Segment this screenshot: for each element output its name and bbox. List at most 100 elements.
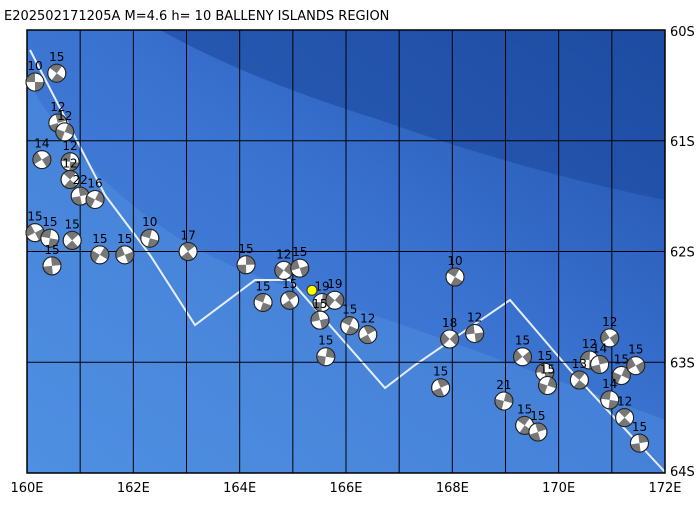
beachball-outline [358,325,378,345]
focal-mechanism: 15 [42,243,62,276]
focal-mechanism: 13 [569,357,589,390]
focal-mechanism: 10 [140,215,160,248]
beachball-outline [340,316,360,336]
depth-label: 15 [433,365,448,379]
depth-label: 10 [447,254,462,268]
compression-quadrant [181,242,196,261]
depth-label: 15 [628,343,643,357]
depth-label: 15 [65,217,80,231]
compression-quadrant [440,332,459,346]
depth-label: 15 [44,243,59,257]
depth-label: 12 [467,310,482,324]
depth-label: 14 [592,341,607,355]
map-frame [26,29,666,474]
depth-label: 16 [87,176,102,190]
focal-mechanism: 15 [316,334,336,367]
depth-label: 15 [238,242,253,256]
depth-label: 15 [312,297,327,311]
depth-label: 14 [602,377,617,391]
depth-label: 15 [117,232,132,246]
focal-mechanism: 14 [590,341,610,374]
compression-quadrant [61,152,79,171]
focal-mechanism: 15 [115,232,135,265]
beachball-outline [280,290,300,310]
depth-label: 12 [62,139,77,153]
focal-mechanism: 15 [280,277,300,310]
compression-quadrant [254,293,272,312]
focal-mechanism: 18 [440,316,460,349]
depth-label: 15 [632,420,647,434]
compression-quadrant [590,355,609,374]
focal-mechanism: 10 [445,254,465,287]
depth-label: 12 [62,157,77,171]
focal-mechanism: 12 [60,157,80,190]
focal-mechanism: 19 [325,277,345,310]
depth-label: 15 [255,279,270,293]
compression-quadrant [274,263,293,278]
x-tick-label: 160E [10,481,43,496]
beachball-outline [629,433,649,453]
compression-quadrant [71,187,89,206]
compression-quadrant [316,347,335,366]
beachball-outline [528,422,548,442]
beachball-outline [40,228,60,248]
y-tick-label: 64S [670,465,695,480]
compression-quadrant [494,392,513,410]
depth-label: 15 [318,334,333,348]
beachball-outline [178,242,198,261]
depth-label: 13 [572,357,587,371]
beachball-outline [290,258,310,278]
depth-label: 15 [92,232,107,246]
focal-mechanism: 15 [62,217,82,250]
compression-quadrant [538,377,557,394]
beachball-outline [140,228,160,248]
depth-label: 12 [617,395,632,409]
compression-quadrant [517,416,532,435]
focal-mechanism: 22 [70,173,90,206]
overlay: 160E 162E 164E 166E 168E 170E 172E 60S 61S 62S 63S… [10,25,694,496]
compression-quadrant [43,256,61,275]
compression-quadrant [49,64,64,83]
x-tick-label: 172E [648,481,681,496]
focal-mechanism: 15 [431,365,451,398]
depth-label: 15 [342,303,357,317]
compression-quadrant [282,291,298,310]
beachball-outline [626,356,646,376]
depth-label: 12 [276,247,291,261]
compression-quadrant [55,123,74,141]
y-tick-label: 62S [670,246,695,261]
depth-label: 15 [27,210,42,224]
focal-mechanism: 15 [40,215,60,248]
compression-quadrant [359,325,376,344]
compression-quadrant [626,357,645,374]
depth-label: 12 [57,109,72,123]
beachball-outline [55,122,75,142]
focal-mechanism: 12 [615,395,635,428]
depth-label: 15 [540,363,555,377]
focal-mechanism: 12 [580,337,600,370]
depth-label: 19 [314,279,329,293]
beachball-outline [513,347,533,367]
beachball-outline [615,408,635,428]
compression-quadrant [290,259,309,277]
focal-mechanism: 17 [178,229,198,261]
beachball-outline [494,391,514,411]
depth-label: 15 [42,215,57,229]
compression-quadrant [341,316,358,335]
beachball-outline [538,376,558,396]
depth-label: 18 [442,316,457,330]
beachball-outline [316,347,336,367]
compression-quadrant [465,324,484,343]
depth-label: 17 [180,229,195,243]
depth-label: 22 [73,173,88,187]
beachball-outline [569,370,589,390]
focal-mechanism: 15 [538,363,558,396]
focal-mechanism: 10 [25,59,45,92]
beachball-outline [32,150,52,170]
compression-quadrant [529,423,547,442]
depth-label: 10 [142,215,157,229]
beachball-outline [440,329,460,349]
depth-label: 14 [34,137,49,151]
beachball-outline [62,230,82,250]
depth-label: 12 [50,100,65,114]
